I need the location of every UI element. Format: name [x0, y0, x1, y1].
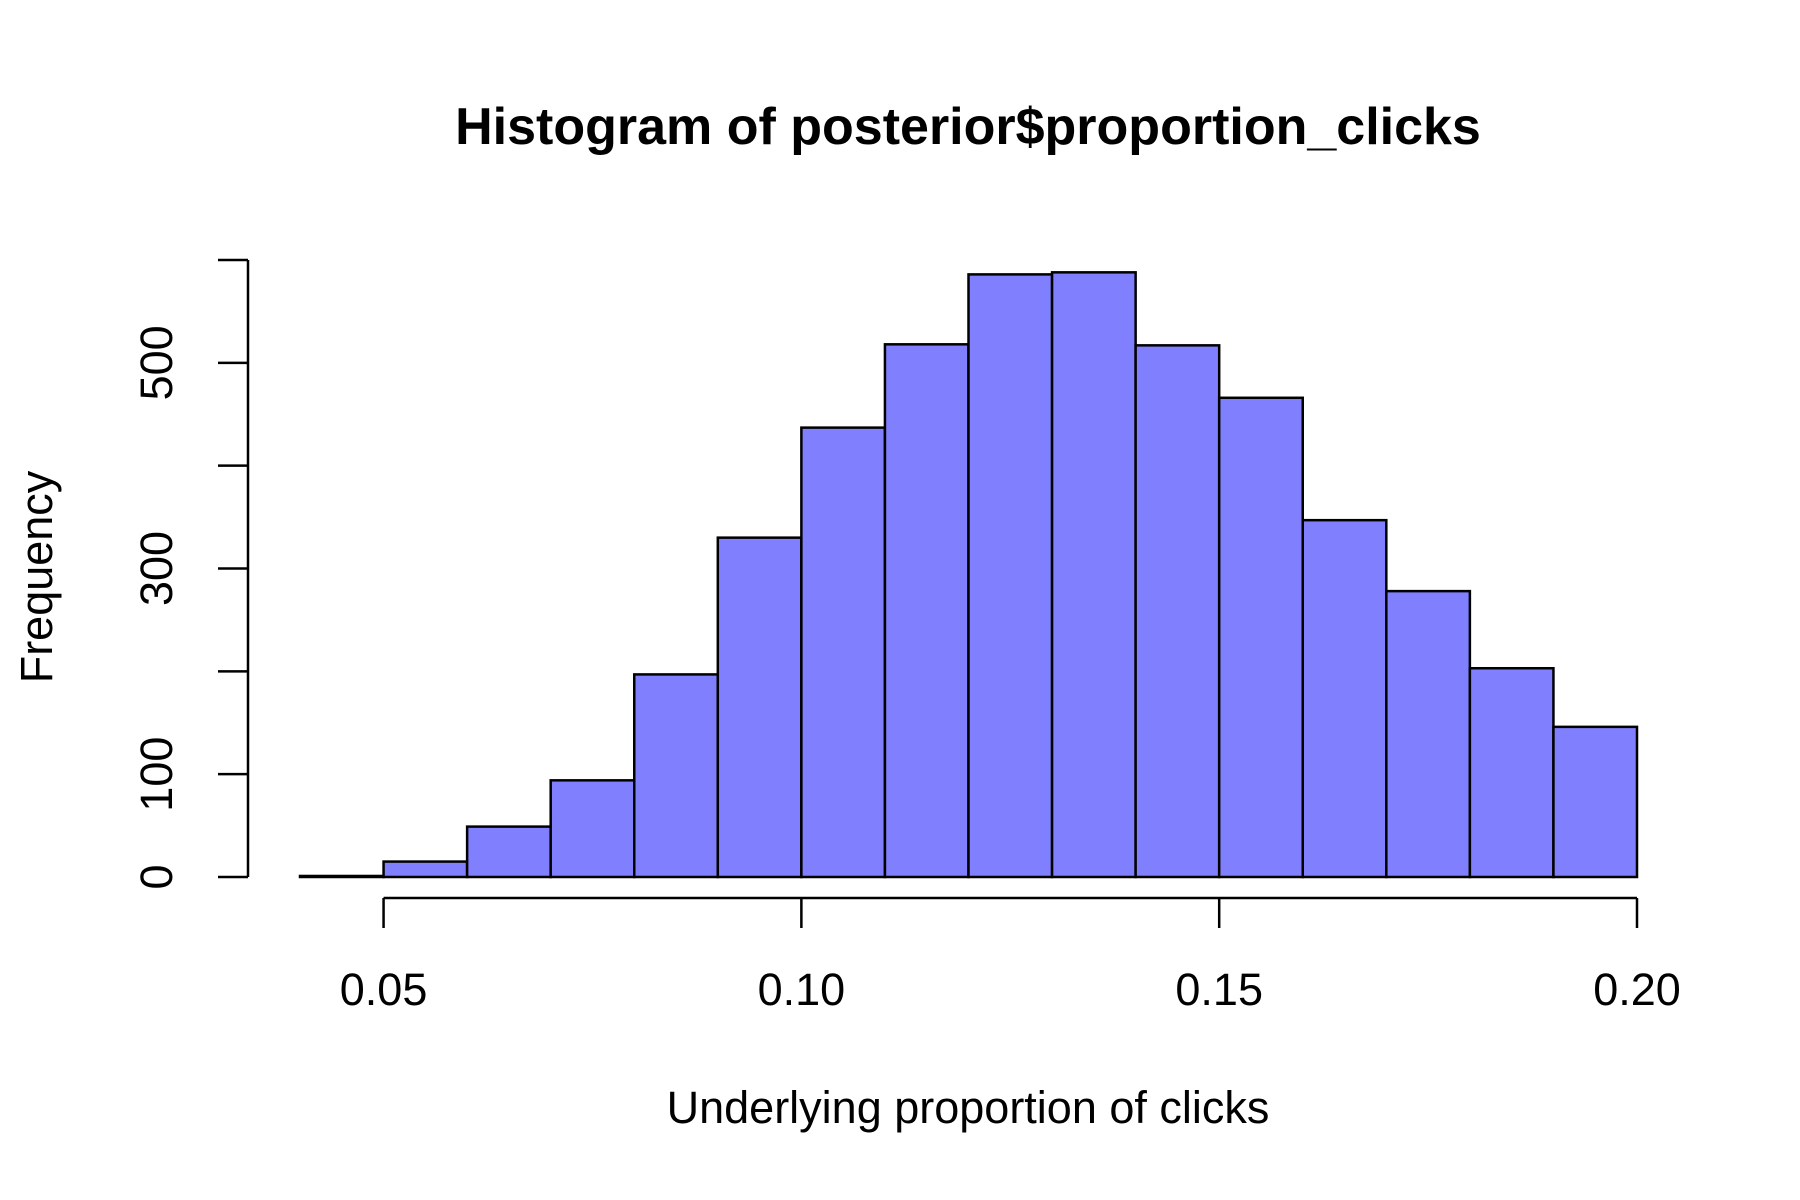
y-tick-label: 300 [131, 531, 182, 606]
x-axis: 0.05 0.10 0.15 0.20 [340, 896, 1681, 1015]
histogram-bar [883, 343, 970, 879]
x-tick-label: 0.05 [340, 964, 428, 1015]
chart-title: Histogram of posterior$proportion_clicks [455, 98, 1481, 156]
histogram-bar [382, 860, 469, 879]
x-tick-label: 0.15 [1175, 964, 1263, 1015]
x-tick-label: 0.20 [1593, 964, 1681, 1015]
histogram-bar [633, 673, 720, 879]
histogram-bar [800, 426, 887, 879]
y-axis: 0 100 300 500 [131, 258, 250, 890]
histogram-bar [298, 874, 385, 879]
histogram-bar [1050, 271, 1137, 879]
histogram-bar [967, 273, 1054, 879]
y-tick-label: 100 [131, 737, 182, 812]
histogram-bar [1217, 396, 1304, 879]
bars-group [298, 271, 1639, 879]
histogram-bar [1134, 344, 1221, 879]
histogram-bar [1385, 589, 1472, 879]
y-tick-label: 500 [131, 325, 182, 400]
histogram-bar [465, 825, 552, 879]
histogram-bar [549, 779, 636, 879]
y-tick-label: 0 [131, 864, 182, 889]
histogram-bar [1468, 666, 1555, 879]
histogram-bar [1552, 725, 1639, 879]
y-axis-label: Frequency [11, 470, 62, 683]
x-tick-label: 0.10 [758, 964, 846, 1015]
histogram-bar [716, 536, 803, 879]
x-axis-label: Underlying proportion of clicks [667, 1082, 1270, 1133]
histogram-bar [1301, 518, 1388, 879]
